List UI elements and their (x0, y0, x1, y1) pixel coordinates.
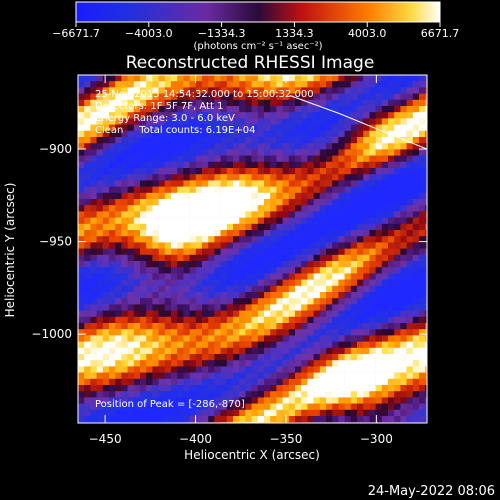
solar-limb-curve (289, 94, 427, 150)
x-tick-label: −300 (360, 432, 393, 446)
y-axis-label: Heliocentric Y (arcsec) (3, 183, 17, 318)
x-axis-ticks: −450 −400 −350 −300 (89, 75, 393, 446)
x-tick-label: −350 (269, 432, 302, 446)
colorbar-tick-label: −4003.0 (125, 27, 173, 40)
colorbar-tick-label: 1334.3 (275, 27, 314, 40)
colorbar-tick-label: −6671.7 (52, 27, 100, 40)
annotation-energy-range: Energy Range: 3.0 - 6.0 keV (95, 113, 235, 124)
render-date: 24-May-2022 08:06 (368, 484, 495, 499)
plot-frame (77, 74, 428, 424)
annotation-detectors: Detectors: 1F 5F 7F, Att 1 (95, 101, 223, 112)
y-tick-label: −1000 (31, 327, 72, 341)
x-tick-label: −400 (179, 432, 212, 446)
colorbar-gradient (75, 1, 441, 23)
colorbar-units: (photons cm⁻² s⁻¹ asec⁻²) (193, 41, 322, 52)
annotation-total-counts: Clean Total counts: 6.19E+04 (95, 125, 255, 136)
y-tick-label: −950 (39, 235, 72, 249)
annotations: 25-Nov-2015 14:54:32.000 to 15:00:32.000… (95, 89, 314, 410)
colorbar-tick-label: −1334.3 (198, 27, 246, 40)
colorbar-tick-label: 6671.7 (421, 27, 460, 40)
colorbar: −6671.7 −4003.0 −1334.3 1334.3 4003.0 6671.7 … (52, 1, 459, 52)
x-tick-label: −450 (89, 432, 122, 446)
y-axis-ticks: −900 −950 −1000 (31, 142, 427, 341)
plot-area: −450 −400 −350 −300 −900 −950 −1000 25-Nov-20… (31, 74, 428, 446)
y-tick-label: −900 (39, 142, 72, 156)
heatmap-image (78, 75, 427, 423)
annotation-time-range: 25-Nov-2015 14:54:32.000 to 15:00:32.000 (95, 89, 314, 100)
annotation-peak-position: Position of Peak = [-286,-870] (95, 399, 245, 410)
colorbar-tick-label: 4003.0 (348, 27, 387, 40)
x-axis-label: Heliocentric X (arcsec) (184, 448, 320, 462)
colorbar-ticks: −6671.7 −4003.0 −1334.3 1334.3 4003.0 6671.7 (52, 22, 459, 40)
chart-title: Reconstructed RHESSI Image (126, 53, 375, 73)
